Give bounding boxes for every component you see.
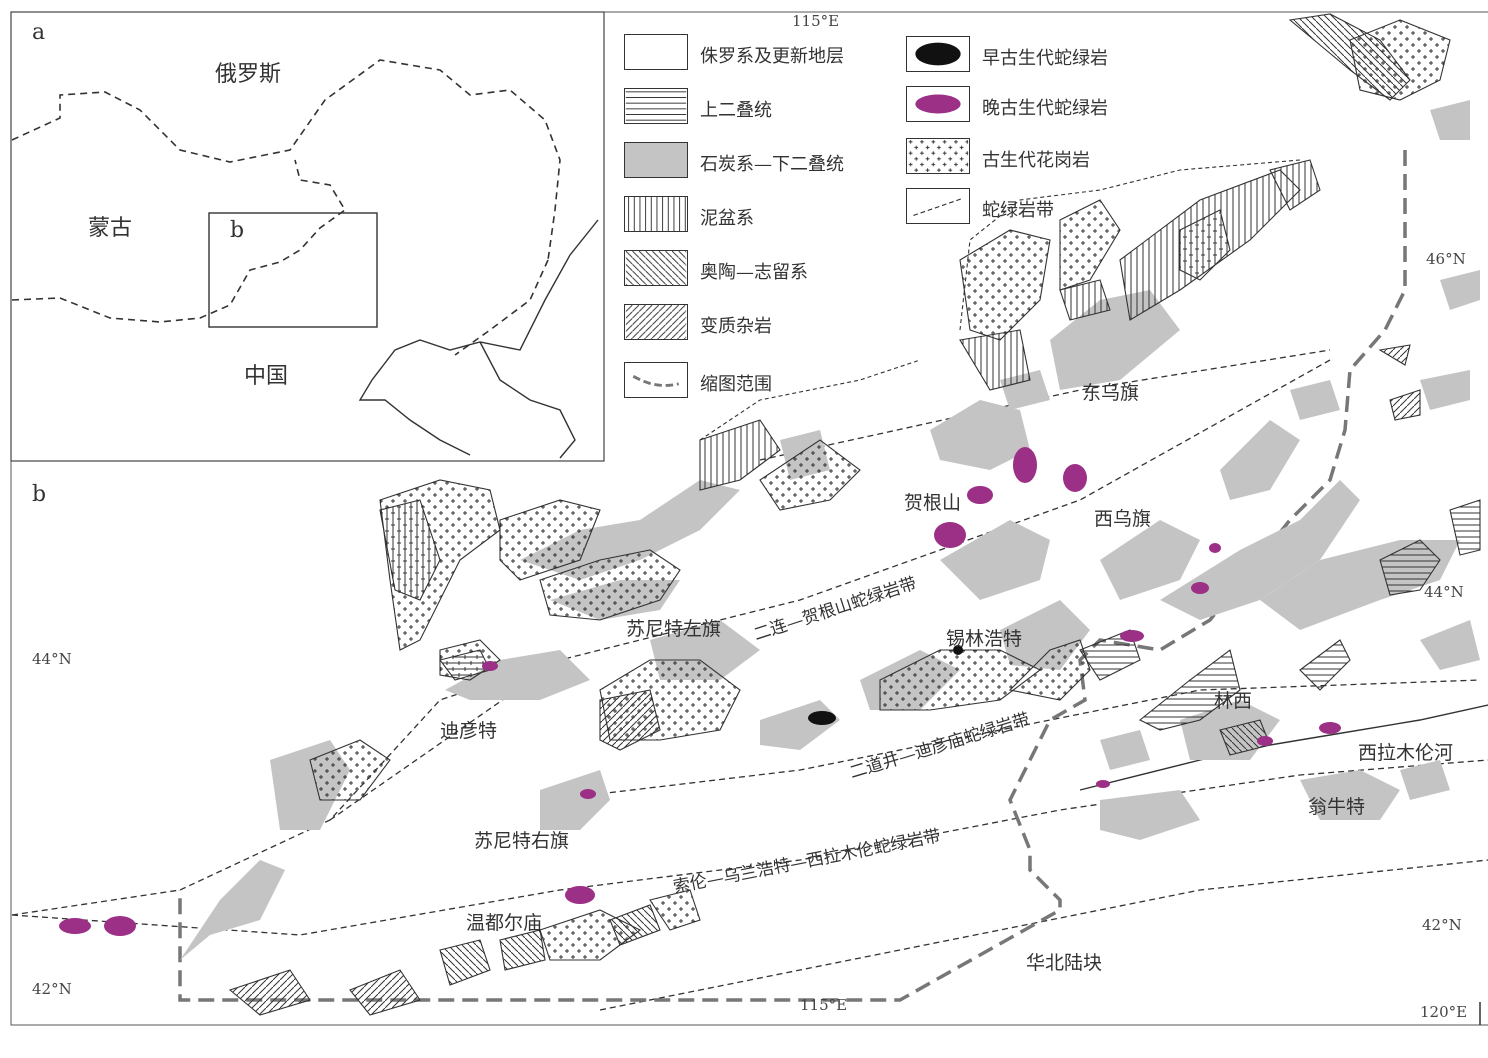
legend-swatch-dashline (624, 362, 688, 398)
country-label-russia: 俄罗斯 (215, 62, 282, 87)
legend-swatch-horizontal (624, 88, 688, 124)
place-label-dongwuqi: 东乌旗 (1082, 382, 1140, 404)
legend-swatch-gray (624, 142, 688, 178)
legend-swatch-black-blob (906, 36, 970, 72)
legend-swatch-vertical (624, 196, 688, 232)
legend-swatch-thin-dash (906, 188, 970, 224)
place-label-xilinhaote: 锡林浩特 (946, 628, 1023, 650)
coord-label-44n-right: 44°N (1424, 583, 1464, 601)
place-label-north-china-block: 华北陆块 (1026, 952, 1103, 974)
place-label-hegenshan: 贺根山 (904, 492, 962, 514)
coord-label-42n-left: 42°N (32, 980, 72, 998)
country-label-china: 中国 (244, 364, 289, 389)
coord-label-42n-right: 42°N (1422, 916, 1462, 934)
place-label-sunite-youqi: 苏尼特右旗 (474, 830, 570, 852)
inset-box-label: b (230, 218, 245, 243)
legend-swatch-purple-blob (906, 86, 970, 122)
inset-panel-label: a (32, 20, 46, 45)
place-label-xiwuqi: 西乌旗 (1094, 508, 1152, 530)
coord-label-115e-top: 115°E (792, 12, 840, 30)
coord-label-44n-left: 44°N (32, 650, 72, 668)
legend-swatch-blank (624, 34, 688, 70)
place-label-linxi: 林西 (1214, 690, 1253, 712)
coord-label-46n: 46°N (1426, 250, 1466, 268)
place-label-sunite-zuoqi: 苏尼特左旗 (626, 618, 722, 640)
country-label-mongolia: 蒙古 (88, 216, 133, 241)
main-panel-label: b (32, 482, 47, 507)
legend-swatch-cross (906, 138, 970, 174)
place-label-wengniute: 翁牛特 (1308, 796, 1366, 818)
coord-label-120e: 120°E (1420, 1003, 1468, 1021)
place-label-xilamulun-river: 西拉木伦河 (1358, 742, 1454, 764)
place-label-wenduermiao: 温都尔庙 (466, 912, 543, 934)
legend-swatch-slash (624, 304, 688, 340)
legend-swatch-backslash (624, 250, 688, 286)
coord-label-115e-bottom: 115°E (800, 996, 848, 1014)
place-label-diyante: 迪彦特 (440, 720, 498, 742)
